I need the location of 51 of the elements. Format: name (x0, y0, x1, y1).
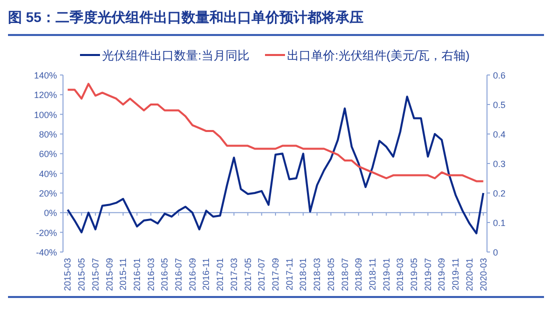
x-tick-label: 2017-09 (270, 258, 280, 292)
y2-tick-label: 0.6 (493, 70, 506, 80)
x-tick-label: 2017-01 (215, 258, 226, 292)
x-tick-label: 2015-07 (90, 258, 100, 292)
y2-tick-label: 0.4 (493, 130, 506, 140)
x-tick-label: 2016-03 (146, 258, 156, 292)
x-tick-label: 2016-07 (174, 258, 184, 292)
x-tick-label: 2019-11 (450, 258, 461, 290)
chart-title: 图 55：二季度光伏组件出口数量和出口单价预计都将承压 (8, 9, 364, 25)
y2-tick-label: 0.3 (493, 159, 506, 169)
x-tick-label: 2017-03 (228, 258, 239, 292)
legend-label: 光伏组件出口数量:当月同比 (102, 48, 250, 62)
x-tick-label: 2015-03 (62, 258, 73, 292)
x-tick-label: 2019-01 (381, 258, 392, 292)
x-tick-label: 2016-01 (132, 258, 142, 292)
y2-tick-label: 0.5 (493, 100, 506, 110)
y-tick-label: -40% (36, 248, 57, 258)
x-tick-label: 2017-07 (256, 258, 267, 292)
x-tick-label: 2019-09 (436, 258, 447, 292)
y-tick-label: 60% (38, 149, 57, 160)
y2-tick-label: 0.1 (493, 218, 506, 228)
x-tick-label: 2019-07 (422, 258, 433, 292)
x-tick-label: 2018-11 (367, 258, 378, 290)
y-tick-label: 100% (34, 110, 57, 120)
x-tick-label: 2018-09 (354, 258, 364, 292)
y-tick-label: 0% (44, 208, 57, 218)
y-tick-label: -20% (36, 228, 57, 238)
x-tick-label: 2018-03 (312, 258, 322, 292)
x-tick-label: 2015-05 (76, 258, 87, 292)
x-tick-label: 2019-03 (395, 258, 406, 292)
x-tick-label: 2019-05 (409, 258, 420, 292)
x-tick-label: 2017-11 (284, 258, 294, 290)
y-tick-label: 80% (38, 130, 57, 140)
y2-tick-label: 0 (493, 248, 498, 258)
x-tick-label: 2018-01 (298, 258, 308, 292)
x-tick-label: 2016-11 (201, 258, 212, 290)
y-tick-label: 140% (34, 70, 57, 80)
x-tick-label: 2015-11 (118, 258, 128, 290)
x-tick-label: 2015-09 (104, 258, 114, 292)
x-tick-label: 2017-05 (242, 258, 253, 292)
x-tick-label: 2018-07 (340, 258, 350, 292)
y-tick-label: 120% (34, 90, 57, 100)
x-tick-label: 2020-01 (464, 258, 474, 292)
x-tick-label: 2016-05 (160, 258, 170, 292)
y-tick-label: 40% (38, 168, 57, 179)
legend-label: 出口单价:光伏组件(美元/瓦，右轴) (287, 48, 470, 62)
x-tick-label: 2020-03 (478, 258, 488, 292)
y2-tick-label: 0.2 (493, 188, 506, 198)
y-tick-label: 20% (38, 188, 57, 198)
x-tick-label: 2018-05 (326, 258, 336, 292)
x-tick-label: 2016-09 (187, 258, 198, 292)
